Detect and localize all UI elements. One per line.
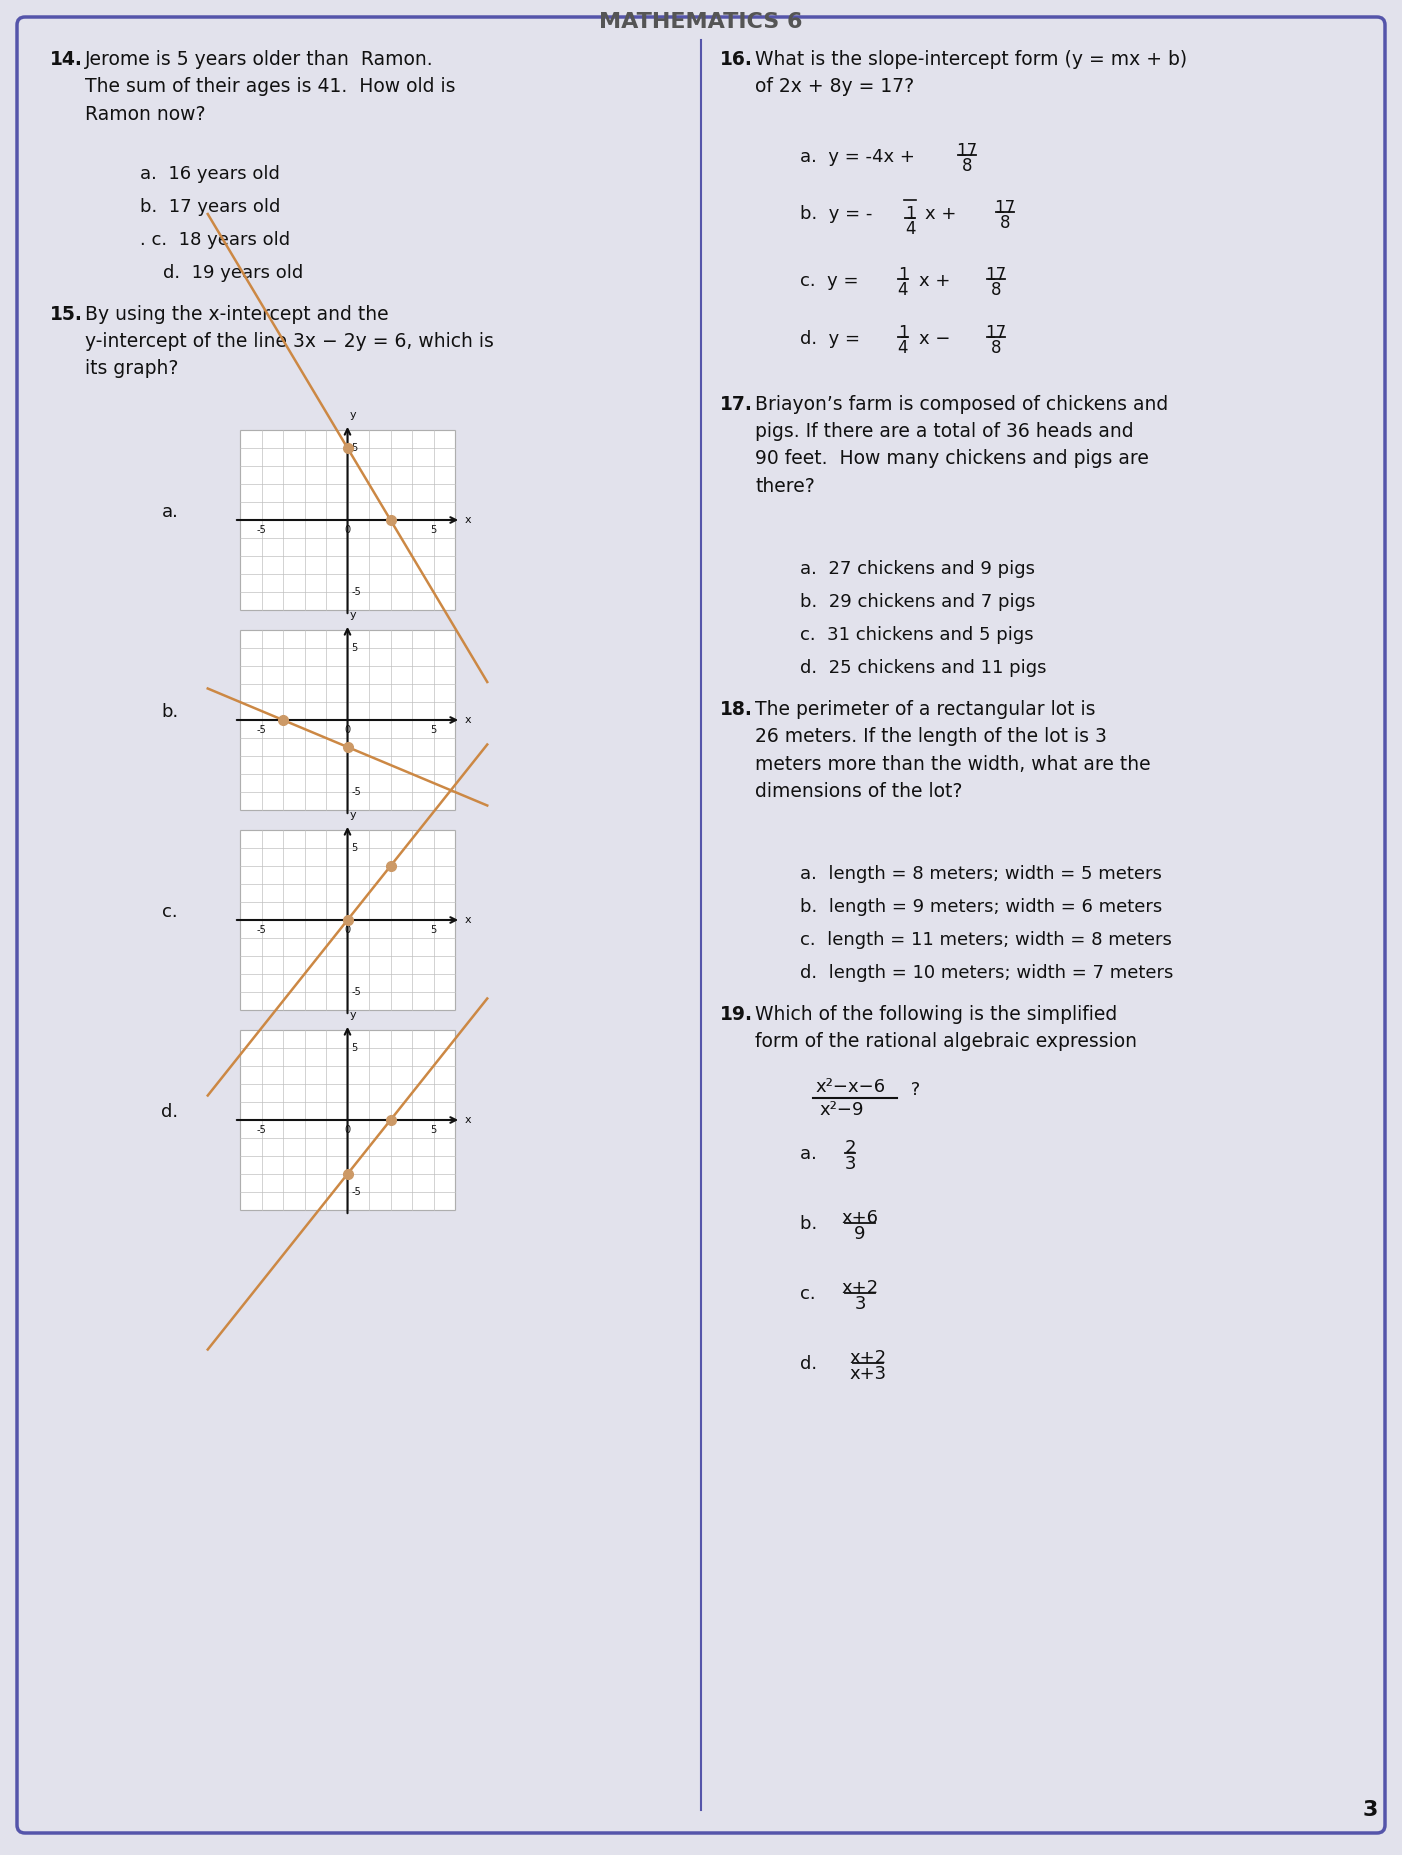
Text: 17: 17 bbox=[956, 143, 977, 160]
Text: 19.: 19. bbox=[721, 1005, 753, 1024]
Text: c.  length = 11 meters; width = 8 meters: c. length = 11 meters; width = 8 meters bbox=[801, 931, 1172, 950]
Text: 5: 5 bbox=[430, 525, 436, 534]
FancyBboxPatch shape bbox=[17, 17, 1385, 1833]
Text: d.: d. bbox=[801, 1354, 829, 1373]
Text: -5: -5 bbox=[257, 725, 266, 735]
Text: Which of the following is the simplified
form of the rational algebraic expressi: Which of the following is the simplified… bbox=[756, 1005, 1137, 1052]
Text: Jerome is 5 years older than  Ramon.
The sum of their ages is 41.  How old is
Ra: Jerome is 5 years older than Ramon. The … bbox=[86, 50, 456, 124]
Text: d.  y =: d. y = bbox=[801, 330, 866, 349]
Text: 4: 4 bbox=[904, 221, 916, 237]
Text: x: x bbox=[465, 915, 471, 926]
Text: d.  25 chickens and 11 pigs: d. 25 chickens and 11 pigs bbox=[801, 659, 1046, 677]
Text: 0: 0 bbox=[345, 725, 350, 735]
Text: 5: 5 bbox=[430, 725, 436, 735]
Text: 5: 5 bbox=[430, 926, 436, 935]
Text: b.  29 chickens and 7 pigs: b. 29 chickens and 7 pigs bbox=[801, 594, 1035, 610]
Text: x²−x−6: x²−x−6 bbox=[815, 1078, 885, 1096]
Text: 3: 3 bbox=[854, 1295, 866, 1313]
Text: y: y bbox=[349, 811, 356, 820]
Text: c.  y =: c. y = bbox=[801, 273, 864, 289]
Text: 17.: 17. bbox=[721, 395, 753, 414]
Text: By using the x-intercept and the
y-intercept of the line 3x − 2y = 6, which is
i: By using the x-intercept and the y-inter… bbox=[86, 304, 494, 378]
Bar bbox=[240, 430, 456, 610]
Text: 5: 5 bbox=[352, 842, 358, 853]
Text: c.  31 chickens and 5 pigs: c. 31 chickens and 5 pigs bbox=[801, 625, 1033, 644]
Text: d.  length = 10 meters; width = 7 meters: d. length = 10 meters; width = 7 meters bbox=[801, 965, 1173, 981]
Text: a.: a. bbox=[161, 503, 178, 521]
Text: x +: x + bbox=[918, 273, 956, 289]
Text: 0: 0 bbox=[345, 1124, 350, 1135]
Text: . c.  18 years old: . c. 18 years old bbox=[140, 232, 290, 249]
Text: -5: -5 bbox=[257, 926, 266, 935]
Text: b.: b. bbox=[161, 703, 178, 722]
Text: x+3: x+3 bbox=[850, 1365, 886, 1384]
Text: a.  y = -4x +: a. y = -4x + bbox=[801, 148, 921, 165]
Text: x+2: x+2 bbox=[850, 1349, 886, 1367]
Text: 2: 2 bbox=[844, 1139, 855, 1158]
Text: y: y bbox=[349, 610, 356, 620]
Text: 3: 3 bbox=[844, 1156, 855, 1174]
Text: b.: b. bbox=[801, 1215, 829, 1234]
Text: y: y bbox=[349, 1009, 356, 1020]
Text: 5: 5 bbox=[430, 1124, 436, 1135]
Text: 8: 8 bbox=[1000, 213, 1011, 232]
Text: x: x bbox=[465, 1115, 471, 1124]
Text: b.  y = -: b. y = - bbox=[801, 206, 872, 223]
Text: x+6: x+6 bbox=[841, 1209, 879, 1226]
Text: -5: -5 bbox=[257, 1124, 266, 1135]
Text: b.  length = 9 meters; width = 6 meters: b. length = 9 meters; width = 6 meters bbox=[801, 898, 1162, 916]
Text: -5: -5 bbox=[352, 1187, 362, 1196]
Text: 1: 1 bbox=[897, 265, 908, 284]
Text: a.  length = 8 meters; width = 5 meters: a. length = 8 meters; width = 5 meters bbox=[801, 864, 1162, 883]
Text: x: x bbox=[465, 516, 471, 525]
Text: x −: x − bbox=[918, 330, 956, 349]
Text: a.  16 years old: a. 16 years old bbox=[140, 165, 280, 184]
Text: x: x bbox=[465, 714, 471, 725]
Bar bbox=[240, 631, 456, 811]
Text: 14.: 14. bbox=[50, 50, 83, 69]
Bar bbox=[240, 1030, 456, 1209]
Text: Briayon’s farm is composed of chickens and
pigs. If there are a total of 36 head: Briayon’s farm is composed of chickens a… bbox=[756, 395, 1168, 495]
Text: a.  27 chickens and 9 pigs: a. 27 chickens and 9 pigs bbox=[801, 560, 1035, 579]
Text: 9: 9 bbox=[854, 1226, 866, 1243]
Text: -5: -5 bbox=[352, 586, 362, 597]
Text: 4: 4 bbox=[897, 339, 908, 358]
Text: 5: 5 bbox=[352, 644, 358, 653]
Text: x²−9: x²−9 bbox=[819, 1102, 864, 1119]
Text: 8: 8 bbox=[991, 282, 1001, 299]
Text: 5: 5 bbox=[352, 1043, 358, 1054]
Text: 15.: 15. bbox=[50, 304, 83, 325]
Text: y: y bbox=[349, 410, 356, 419]
Text: 8: 8 bbox=[991, 339, 1001, 358]
Text: 18.: 18. bbox=[721, 699, 753, 720]
Text: 16.: 16. bbox=[721, 50, 753, 69]
Text: 4: 4 bbox=[897, 282, 908, 299]
Text: The perimeter of a rectangular lot is
26 meters. If the length of the lot is 3
m: The perimeter of a rectangular lot is 26… bbox=[756, 699, 1151, 801]
Text: -5: -5 bbox=[352, 987, 362, 996]
Text: 0: 0 bbox=[345, 926, 350, 935]
Text: 3: 3 bbox=[1363, 1799, 1378, 1820]
Text: MATHEMATICS 6: MATHEMATICS 6 bbox=[599, 11, 803, 32]
Text: b.  17 years old: b. 17 years old bbox=[140, 198, 280, 215]
Text: 1: 1 bbox=[904, 206, 916, 223]
Text: -5: -5 bbox=[352, 787, 362, 798]
Text: c.: c. bbox=[801, 1286, 827, 1302]
Text: a.: a. bbox=[801, 1145, 829, 1163]
Text: x +: x + bbox=[925, 206, 962, 223]
Text: 17: 17 bbox=[986, 265, 1007, 284]
Text: x+2: x+2 bbox=[841, 1278, 879, 1297]
Text: 5: 5 bbox=[352, 443, 358, 453]
Text: 8: 8 bbox=[962, 158, 972, 174]
Text: 1: 1 bbox=[897, 325, 908, 341]
Text: d.  19 years old: d. 19 years old bbox=[140, 263, 303, 282]
Text: c.: c. bbox=[163, 903, 178, 920]
Bar bbox=[240, 829, 456, 1009]
Text: 0: 0 bbox=[345, 525, 350, 534]
Text: What is the slope-intercept form (y = mx + b)
of 2x + 8y = 17?: What is the slope-intercept form (y = mx… bbox=[756, 50, 1187, 96]
Text: -5: -5 bbox=[257, 525, 266, 534]
Text: 17: 17 bbox=[994, 198, 1015, 217]
Text: d.: d. bbox=[161, 1104, 178, 1120]
Text: 17: 17 bbox=[986, 325, 1007, 341]
Text: ?: ? bbox=[906, 1081, 920, 1098]
